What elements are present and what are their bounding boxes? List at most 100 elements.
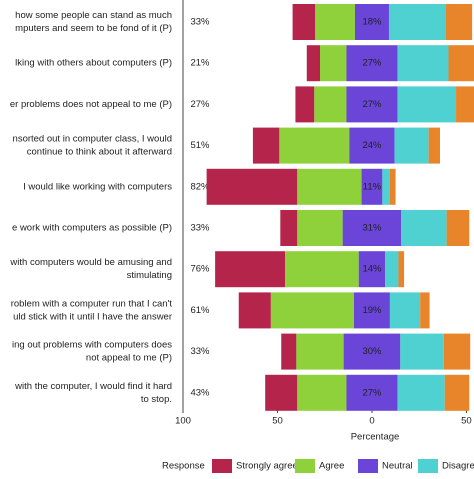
- bar-segment: [215, 251, 286, 288]
- bar-segment: [394, 127, 429, 164]
- total-label: 82%: [190, 181, 210, 192]
- legend-label: Disagree: [442, 461, 474, 472]
- total-label: 33%: [190, 346, 210, 357]
- bar-segment: [398, 251, 405, 288]
- bar-segment: [446, 210, 470, 246]
- x-tick-label: 50: [272, 416, 283, 427]
- bar-segment: [238, 292, 271, 329]
- value-label: 27%: [362, 58, 382, 69]
- bar-segment: [346, 86, 398, 123]
- bar-segment: [420, 292, 430, 329]
- bar-segment: [354, 292, 390, 329]
- legend-swatch: [212, 459, 232, 473]
- legend-swatch: [418, 459, 438, 473]
- value-label: 14%: [362, 264, 382, 275]
- value-label: 19%: [362, 305, 382, 316]
- category-label: mputers and seem to be fond of it (P): [15, 23, 172, 34]
- bar-segment: [297, 374, 347, 411]
- x-axis-label: Percentage: [351, 432, 400, 443]
- total-label: 43%: [190, 387, 210, 398]
- bar-segment: [358, 251, 386, 288]
- bar-segment: [389, 292, 421, 329]
- category-label: e work with computers as possible (P): [12, 223, 172, 234]
- total-label: 21%: [190, 58, 210, 69]
- bar-segment: [295, 86, 315, 123]
- total-label: 76%: [190, 264, 210, 275]
- bar-segment: [252, 127, 280, 164]
- value-label: 27%: [362, 387, 382, 398]
- bar-segment: [388, 4, 446, 40]
- bar-segment: [456, 86, 474, 123]
- legend-label: Neutral: [382, 461, 413, 472]
- bar-segment: [346, 45, 398, 82]
- bar-segment: [445, 4, 473, 40]
- bar-segment: [428, 127, 440, 164]
- category-label: er problems does not appeal to me (P): [10, 99, 172, 110]
- x-tick-label: 50: [461, 416, 472, 427]
- total-label: 33%: [190, 17, 210, 28]
- bar-segment: [401, 210, 447, 246]
- bar-segment: [346, 374, 398, 411]
- total-label: 27%: [190, 99, 210, 110]
- legend-title: Response: [162, 461, 205, 472]
- bar-segment: [297, 210, 343, 246]
- category-label: roblem with a computer run that I can't: [11, 298, 173, 309]
- category-label: how some people can stand as much: [15, 10, 172, 21]
- value-label: 11%: [363, 181, 382, 192]
- bar-segment: [354, 4, 389, 40]
- category-label: continue to think about it afterward: [27, 147, 172, 158]
- legend-swatch: [295, 459, 315, 473]
- bar-segment: [314, 86, 347, 123]
- category-label: I would like working with computers: [23, 181, 172, 192]
- bar-segment: [389, 168, 396, 205]
- category-label: uld stick with it until I have the answe…: [13, 311, 172, 322]
- value-label: 31%: [362, 223, 382, 234]
- value-label: 27%: [362, 99, 382, 110]
- bar-segment: [292, 4, 316, 40]
- bar-segment: [297, 168, 362, 205]
- legend-swatch: [358, 459, 378, 473]
- bar-segment: [349, 127, 395, 164]
- bar-segment: [265, 374, 298, 411]
- bar-segment: [285, 251, 359, 288]
- bar-segment: [382, 168, 390, 205]
- value-label: 30%: [362, 346, 382, 357]
- category-label: ing out problems with computers does: [12, 340, 172, 351]
- bar-segment: [444, 374, 470, 411]
- legend-label: Strongly agree: [236, 461, 298, 472]
- bar-segment: [448, 45, 474, 82]
- category-label: to stop.: [141, 394, 172, 405]
- x-tick-label: 0: [369, 416, 374, 427]
- bar-segment: [280, 210, 298, 246]
- bar-segment: [397, 374, 445, 411]
- bar-segment: [296, 333, 344, 370]
- bar-segment: [206, 168, 298, 205]
- bar-segment: [342, 210, 402, 246]
- total-label: 51%: [190, 140, 210, 151]
- x-tick-label: 100: [175, 416, 191, 427]
- bar-segment: [397, 86, 457, 123]
- bar-segment: [397, 45, 449, 82]
- category-label: lking with others about computers (P): [15, 58, 172, 69]
- bar-segment: [343, 333, 401, 370]
- bar-segment: [443, 333, 471, 370]
- bar-segment: [315, 4, 355, 40]
- category-label: with the computer, I would find it hard: [14, 381, 172, 392]
- bar-segment: [306, 45, 320, 82]
- value-label: 18%: [362, 17, 382, 28]
- bar-segment: [281, 333, 297, 370]
- bar-segment: [319, 45, 347, 82]
- bar-segment: [270, 292, 355, 329]
- value-label: 24%: [362, 140, 382, 151]
- category-label: not appeal to me (P): [86, 353, 172, 364]
- legend-label: Agree: [319, 461, 344, 472]
- total-label: 33%: [190, 223, 210, 234]
- bar-segment: [361, 168, 383, 205]
- category-label: stimulating: [127, 270, 172, 281]
- bar-segment: [385, 251, 399, 288]
- bar-segment: [400, 333, 444, 370]
- category-label: nsorted out in computer class, I would: [13, 134, 172, 145]
- total-label: 61%: [190, 305, 210, 316]
